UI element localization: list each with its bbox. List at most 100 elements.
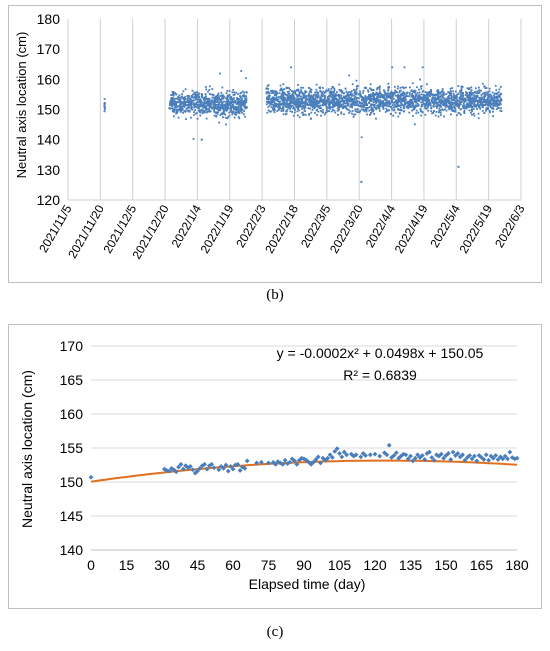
data-point — [221, 97, 224, 100]
data-points — [88, 442, 520, 480]
data-point — [176, 109, 179, 112]
data-point — [203, 111, 206, 113]
data-point — [333, 109, 336, 112]
data-point — [442, 93, 444, 96]
data-point — [420, 87, 423, 90]
data-point — [373, 96, 375, 99]
data-point — [427, 105, 429, 108]
data-point — [339, 94, 341, 97]
data-point — [453, 105, 456, 108]
data-point — [209, 99, 211, 102]
data-point — [462, 97, 465, 100]
data-point — [441, 89, 444, 92]
data-point — [190, 116, 192, 119]
data-point — [450, 113, 452, 116]
data-point — [211, 106, 214, 109]
data-point — [221, 86, 224, 89]
data-point — [359, 95, 362, 98]
data-point — [397, 85, 399, 88]
data-point — [477, 92, 479, 95]
data-point — [297, 84, 299, 86]
data-point — [228, 90, 231, 92]
data-point — [213, 106, 215, 109]
data-point — [448, 108, 451, 111]
data-point — [383, 90, 386, 93]
data-point — [324, 90, 327, 93]
data-point — [495, 108, 498, 111]
data-point — [201, 112, 204, 115]
data-point — [369, 95, 372, 98]
data-point — [267, 106, 270, 108]
data-point — [288, 87, 291, 90]
data-point — [426, 83, 428, 86]
data-point — [332, 105, 335, 107]
data-point — [396, 95, 399, 98]
data-point — [390, 95, 393, 98]
data-point — [316, 104, 319, 107]
data-point — [325, 109, 328, 111]
data-point — [229, 110, 232, 113]
data-point — [234, 113, 236, 115]
data-point — [229, 107, 232, 110]
data-point — [393, 450, 399, 456]
data-point — [449, 91, 452, 94]
data-point — [188, 102, 191, 104]
data-point — [285, 101, 288, 104]
data-point — [404, 96, 407, 99]
data-point — [273, 111, 276, 114]
data-point — [220, 113, 223, 115]
data-point — [344, 87, 347, 90]
data-point — [481, 92, 484, 95]
data-point — [328, 98, 330, 101]
data-point — [286, 106, 289, 109]
data-point — [318, 460, 323, 466]
data-point — [206, 110, 209, 113]
data-point — [351, 110, 354, 112]
data-point — [325, 99, 328, 102]
data-point — [231, 98, 234, 100]
data-point — [317, 91, 320, 94]
data-point — [243, 91, 245, 94]
data-point — [237, 468, 243, 473]
data-point — [505, 456, 510, 462]
data-point — [294, 93, 297, 95]
data-point — [445, 98, 448, 101]
data-point — [410, 458, 416, 464]
data-point — [341, 449, 347, 455]
data-point — [175, 93, 177, 95]
data-point — [352, 113, 355, 116]
data-point — [378, 106, 381, 109]
data-point — [355, 88, 358, 91]
data-point — [221, 94, 224, 96]
data-point — [409, 86, 411, 89]
data-point — [194, 93, 197, 95]
data-point — [483, 101, 486, 104]
data-point — [436, 101, 438, 104]
data-point — [404, 101, 407, 104]
data-point — [460, 94, 462, 96]
data-point — [472, 453, 477, 459]
data-point — [342, 95, 345, 98]
data-point — [297, 103, 300, 106]
data-point — [421, 100, 424, 103]
data-point — [334, 93, 337, 95]
data-point — [179, 96, 181, 99]
data-point — [296, 110, 299, 113]
data-point — [450, 101, 452, 104]
data-point — [474, 90, 476, 93]
data-point — [246, 106, 248, 109]
data-point — [304, 92, 307, 94]
data-point — [239, 103, 242, 106]
data-point — [485, 109, 487, 112]
data-point — [184, 103, 187, 106]
data-point — [180, 109, 183, 112]
data-point — [481, 96, 483, 99]
data-point — [370, 88, 372, 91]
data-point — [468, 109, 471, 112]
data-point — [207, 98, 210, 101]
data-point — [495, 95, 498, 98]
data-point — [377, 94, 380, 97]
y-axis-label: Neutral axis location (cm) — [19, 370, 35, 528]
data-point — [415, 452, 420, 458]
data-point — [316, 101, 318, 104]
